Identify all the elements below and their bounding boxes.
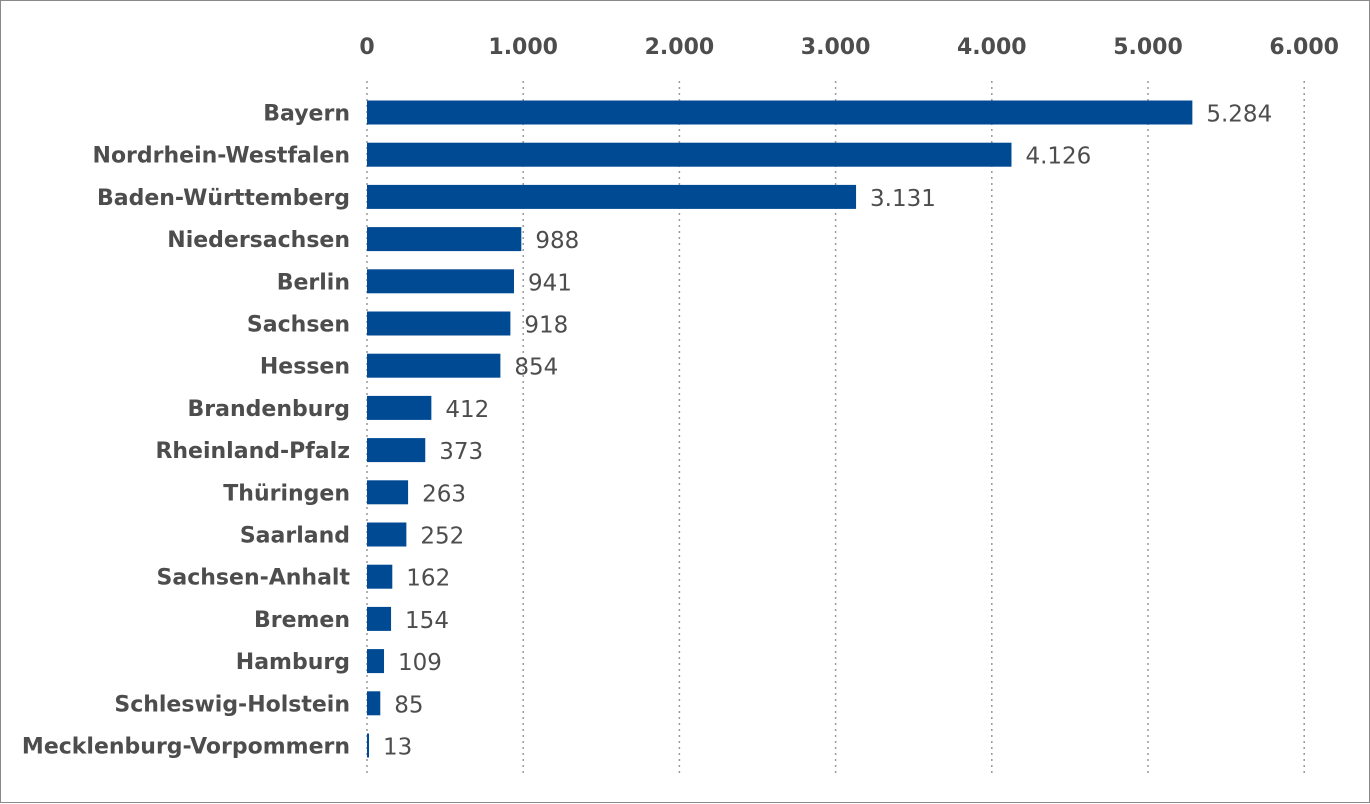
category-label: Sachsen (247, 313, 350, 338)
value-label: 5.284 (1206, 102, 1272, 128)
category-label: Hessen (260, 355, 350, 380)
category-labels: Bayern Nordrhein-Westfalen Baden-Württembe… (22, 102, 351, 760)
category-label: Thüringen (223, 481, 350, 506)
category-label: Mecklenburg-Vorpommern (22, 735, 350, 760)
category-label: Saarland (240, 524, 350, 549)
value-label: 854 (514, 355, 558, 381)
x-tick-label: 2.000 (645, 35, 715, 60)
x-tick-label: 4.000 (957, 35, 1027, 60)
category-label: Hamburg (236, 650, 350, 675)
value-label: 252 (420, 524, 464, 550)
value-label: 109 (398, 650, 442, 676)
bar (367, 311, 511, 336)
category-label: Brandenburg (188, 397, 350, 422)
x-tick-label: 0 (359, 35, 374, 60)
value-label: 162 (406, 566, 450, 592)
value-label: 85 (394, 692, 423, 718)
bar (367, 395, 432, 420)
bar (367, 606, 392, 631)
value-label: 373 (439, 439, 483, 465)
value-label: 412 (445, 397, 489, 423)
bar (367, 269, 514, 294)
value-label: 941 (528, 270, 572, 296)
bar (367, 564, 393, 589)
grid-lines (366, 81, 1305, 773)
bars (367, 100, 1193, 758)
category-label: Bayern (263, 102, 350, 127)
value-label: 918 (524, 313, 568, 339)
bar (367, 480, 409, 505)
category-label: Bremen (254, 608, 350, 633)
x-tick-label: 6.000 (1269, 35, 1339, 60)
x-tick-label: 1.000 (488, 35, 558, 60)
x-tick-label: 3.000 (801, 35, 871, 60)
bar (367, 438, 426, 463)
x-axis-tick-labels: 0 1.000 2.000 3.000 4.000 5.000 6.000 (359, 35, 1339, 60)
value-labels: 5.284 4.126 3.131 988 941 918 854 412 373 263 252 1… (383, 102, 1272, 761)
bar (367, 100, 1193, 125)
bar (367, 691, 381, 716)
value-label: 4.126 (1025, 144, 1091, 170)
category-label: Sachsen-Anhalt (157, 566, 351, 591)
value-label: 13 (383, 735, 412, 761)
category-label: Niedersachsen (167, 228, 350, 253)
value-label: 3.131 (870, 186, 936, 212)
category-label: Rheinland-Pfalz (155, 439, 350, 464)
category-label: Baden-Württemberg (97, 186, 350, 211)
value-label: 263 (422, 481, 466, 507)
bar (367, 142, 1012, 167)
bar (367, 353, 501, 378)
value-label: 154 (405, 608, 449, 634)
x-tick-label: 5.000 (1113, 35, 1183, 60)
bar (367, 733, 370, 758)
bar (367, 649, 385, 674)
category-label: Berlin (277, 270, 350, 295)
bar (367, 522, 407, 547)
category-label: Schleswig-Holstein (114, 692, 350, 717)
bar (367, 227, 522, 252)
value-label: 988 (535, 228, 579, 254)
bar (367, 184, 857, 209)
category-label: Nordrhein-Westfalen (93, 144, 350, 169)
